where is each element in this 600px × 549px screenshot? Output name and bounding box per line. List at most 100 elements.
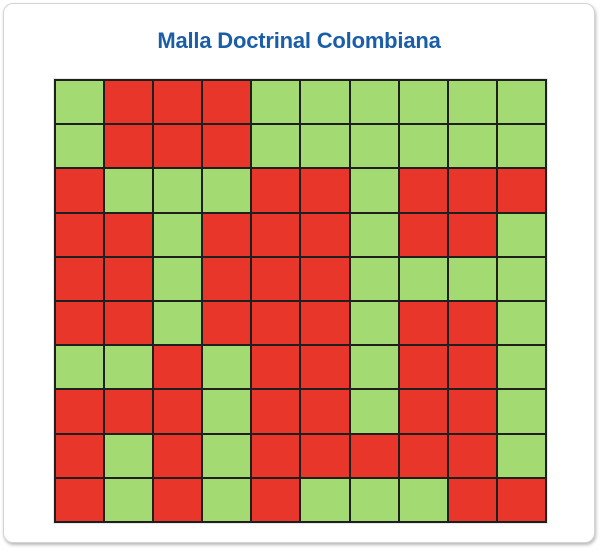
grid-cell-red	[203, 81, 251, 124]
grid-cell-green	[301, 81, 349, 124]
grid-cell-red	[203, 213, 251, 256]
grid-cell-red	[399, 434, 447, 477]
grid-cell-red	[154, 390, 202, 433]
doctrinal-grid	[54, 79, 547, 523]
grid-cell-red	[399, 346, 447, 389]
grid-cell-red	[301, 390, 349, 433]
grid-cell-green	[399, 81, 447, 124]
grid-cell-green	[56, 346, 104, 389]
grid-cell-red	[56, 478, 104, 521]
grid-cell-green	[399, 125, 447, 168]
grid-cell-red	[301, 169, 349, 212]
grid-cell-green	[203, 390, 251, 433]
grid-cell-red	[154, 478, 202, 521]
grid-cell-green	[56, 125, 104, 168]
grid-cell-green	[301, 125, 349, 168]
card-panel: Malla Doctrinal Colombiana	[3, 3, 595, 543]
grid-cell-red	[203, 125, 251, 168]
grid-cell-green	[350, 257, 398, 300]
grid-cell-red	[154, 125, 202, 168]
grid-cell-red	[56, 169, 104, 212]
grid-cell-red	[56, 213, 104, 256]
grid-cell-red	[448, 390, 496, 433]
grid-cell-green	[497, 346, 545, 389]
grid-cell-green	[350, 346, 398, 389]
grid-cell-green	[56, 81, 104, 124]
grid-cell-red	[497, 478, 545, 521]
grid-cell-red	[497, 169, 545, 212]
grid-cell-red	[301, 302, 349, 345]
grid-cell-red	[301, 213, 349, 256]
grid-cell-green	[350, 213, 398, 256]
grid-cell-green	[497, 434, 545, 477]
grid-cell-green	[497, 257, 545, 300]
grid-cell-green	[105, 434, 153, 477]
grid-cell-green	[399, 257, 447, 300]
grid-cell-green	[350, 478, 398, 521]
grid-cell-green	[497, 125, 545, 168]
grid-cell-red	[252, 390, 300, 433]
grid-cell-red	[154, 346, 202, 389]
grid-cell-red	[399, 169, 447, 212]
grid-cell-red	[252, 302, 300, 345]
grid-cell-red	[252, 213, 300, 256]
grid-cell-red	[154, 434, 202, 477]
grid-cell-green	[350, 302, 398, 345]
grid-cell-red	[448, 169, 496, 212]
grid-cell-red	[56, 434, 104, 477]
grid-cell-green	[154, 213, 202, 256]
grid-cell-green	[154, 169, 202, 212]
grid-cell-red	[154, 81, 202, 124]
grid-cell-red	[56, 390, 104, 433]
grid-cell-green	[301, 478, 349, 521]
grid-cell-red	[350, 434, 398, 477]
grid-cell-red	[105, 302, 153, 345]
grid-cell-red	[448, 434, 496, 477]
grid-cell-green	[154, 302, 202, 345]
grid-cell-red	[252, 257, 300, 300]
grid-cell-red	[399, 213, 447, 256]
grid-cell-green	[497, 81, 545, 124]
grid-cell-red	[203, 257, 251, 300]
grid-cell-red	[203, 302, 251, 345]
grid-cell-green	[203, 478, 251, 521]
grid-cell-red	[105, 125, 153, 168]
grid-cell-green	[105, 346, 153, 389]
grid-cell-red	[448, 346, 496, 389]
grid-cell-red	[448, 213, 496, 256]
grid-cell-red	[448, 302, 496, 345]
grid-cell-red	[252, 346, 300, 389]
grid-cell-green	[448, 257, 496, 300]
grid-cell-green	[105, 478, 153, 521]
grid-cell-green	[399, 478, 447, 521]
grid-cell-red	[448, 478, 496, 521]
grid-cell-red	[105, 390, 153, 433]
grid-cell-green	[448, 125, 496, 168]
grid-cell-red	[301, 434, 349, 477]
grid-cell-green	[252, 81, 300, 124]
grid-cell-green	[203, 434, 251, 477]
grid-cell-green	[154, 257, 202, 300]
grid-cell-green	[105, 169, 153, 212]
grid-cell-green	[203, 346, 251, 389]
grid-cell-red	[105, 81, 153, 124]
grid-cell-green	[497, 302, 545, 345]
grid-cell-red	[252, 434, 300, 477]
grid-cell-red	[252, 169, 300, 212]
grid-cell-green	[497, 390, 545, 433]
grid-cell-green	[448, 81, 496, 124]
grid-cell-green	[203, 169, 251, 212]
grid-cell-red	[56, 302, 104, 345]
grid-cell-red	[301, 346, 349, 389]
grid-cell-green	[252, 125, 300, 168]
grid-cell-red	[105, 257, 153, 300]
grid-cell-red	[301, 257, 349, 300]
page-title: Malla Doctrinal Colombiana	[157, 28, 441, 53]
grid-cell-red	[56, 257, 104, 300]
grid-cell-red	[252, 478, 300, 521]
grid-cell-green	[350, 390, 398, 433]
grid-cell-red	[399, 390, 447, 433]
grid-cell-red	[105, 213, 153, 256]
grid-cell-green	[350, 169, 398, 212]
grid-cell-red	[399, 302, 447, 345]
